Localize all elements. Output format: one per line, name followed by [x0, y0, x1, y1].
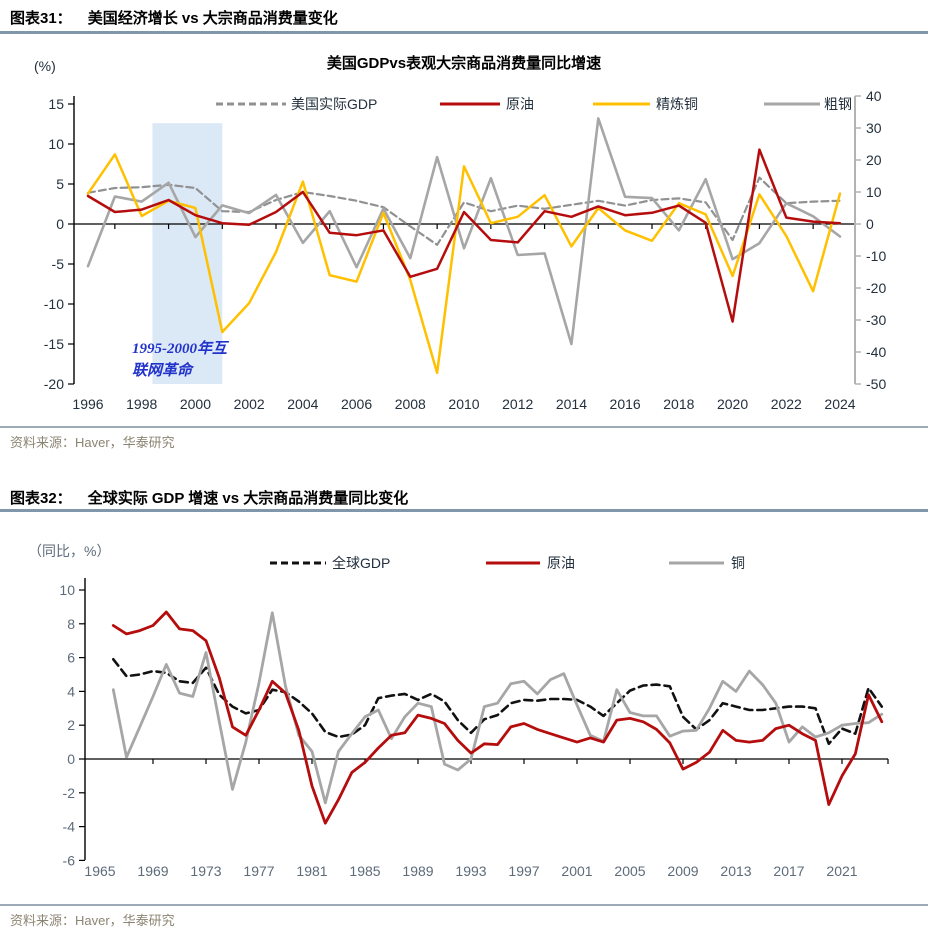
series-line-铜 — [111, 611, 884, 805]
right-axis-tick-label: 0 — [866, 216, 874, 232]
x-axis-year-label: 1998 — [126, 396, 157, 412]
x-axis-year-label: 2012 — [502, 396, 533, 412]
x-axis-year-label: 2006 — [341, 396, 372, 412]
left-axis-tick-label: 2 — [67, 717, 75, 733]
left-axis-tick-label: 10 — [59, 582, 75, 598]
legend-label-2: 原油 — [506, 96, 534, 112]
x-axis-year-label: 1996 — [72, 396, 103, 412]
x-axis-year-label: 2014 — [556, 396, 587, 412]
legend-label-2: 原油 — [547, 555, 575, 571]
series-line-精炼铜 — [86, 153, 842, 375]
left-axis-tick-label: -2 — [63, 785, 76, 801]
legend-label-3: 精炼铜 — [656, 96, 698, 112]
figure31-title: 美国经济增长 vs 大宗商品消费量变化 — [87, 10, 338, 27]
left-axis-tick-label: 6 — [67, 650, 75, 666]
figure32-title: 全球实际 GDP 增速 vs 大宗商品消费量同比变化 — [87, 490, 409, 507]
legend-label-3: 铜 — [731, 555, 745, 571]
figure32-source: 资料来源：Haver，华泰研究 — [10, 913, 175, 928]
annotation-text-line: 联网革命 — [132, 361, 195, 379]
x-axis-year-label: 2024 — [824, 396, 855, 412]
figure32-header: 图表32： 全球实际 GDP 增速 vs 大宗商品消费量同比变化 — [10, 487, 408, 508]
x-axis-year-label: 2001 — [561, 863, 592, 879]
left-axis-tick-label: -15 — [44, 336, 64, 352]
x-axis-year-label: 2004 — [287, 396, 318, 412]
highlight-band — [152, 123, 223, 384]
x-axis-year-label: 2018 — [663, 396, 694, 412]
left-axis-tick-label: 15 — [48, 96, 64, 112]
figure32-label: 图表32： — [10, 490, 72, 507]
x-axis-year-label: 1989 — [402, 863, 433, 879]
x-axis-year-label: 1965 — [84, 863, 115, 879]
left-axis-tick-label: 0 — [67, 751, 75, 767]
right-axis-tick-label: -10 — [866, 248, 886, 264]
x-axis-year-label: 2002 — [234, 396, 265, 412]
right-axis-tick-label: 10 — [866, 184, 882, 200]
right-axis-tick-label: 40 — [866, 88, 882, 104]
series-line-粗钢 — [86, 117, 842, 346]
x-axis-year-label: 2000 — [180, 396, 211, 412]
right-axis-tick-label: -30 — [866, 312, 886, 328]
left-axis-tick-label: -4 — [63, 819, 76, 835]
right-axis-tick-label: -40 — [866, 344, 886, 360]
axis-unit-label: （同比，%） — [28, 543, 110, 559]
left-axis-tick-label: -5 — [52, 256, 65, 272]
figure32-source-rule — [0, 904, 928, 906]
x-axis-year-label: 2010 — [448, 396, 479, 412]
left-axis-tick-label: 10 — [48, 136, 64, 152]
left-axis-tick-label: -6 — [63, 852, 76, 868]
chart-title: 美国GDPvs表观大宗商品消费量同比增速 — [327, 54, 601, 72]
x-axis-year-label: 2020 — [717, 396, 748, 412]
global-gdp-vs-commodity-chart: （同比，%） 10 8 6 4 2 0 -2 -4 -6 1965 1969 1973 1977 1981 1… — [28, 543, 889, 879]
left-axis-tick-label: 8 — [67, 616, 75, 632]
left-axis-tick-label: -10 — [44, 296, 64, 312]
x-axis-year-label: 1981 — [296, 863, 327, 879]
right-axis-tick-label: 20 — [866, 152, 882, 168]
us-gdp-vs-commodity-chart: 美国GDPvs表观大宗商品消费量同比增速 (%) 15 10 5 0 -5 -10 -15 -20… — [34, 54, 886, 412]
series-line-全球GDP — [112, 658, 884, 746]
right-axis-tick-label: -50 — [866, 376, 886, 392]
legend-label-1: 全球GDP — [332, 555, 390, 571]
x-axis-year-label: 2016 — [610, 396, 641, 412]
x-axis-year-label: 1973 — [190, 863, 221, 879]
right-axis-tick-label: -20 — [866, 280, 886, 296]
x-axis-year-label: 2021 — [826, 863, 857, 879]
figure31-source: 资料来源：Haver，华泰研究 — [10, 435, 175, 450]
legend-label-1: 美国实际GDP — [291, 96, 377, 112]
x-axis-year-label: 1993 — [455, 863, 486, 879]
x-axis-year-label: 2017 — [773, 863, 804, 879]
x-axis-year-label: 1969 — [137, 863, 168, 879]
series-line-原油 — [111, 610, 884, 825]
figure31-header-rule — [0, 31, 928, 34]
figure31-label: 图表31： — [10, 10, 72, 27]
x-axis-year-label: 1985 — [349, 863, 380, 879]
figure32-header-rule — [0, 509, 928, 512]
series-line-原油 — [86, 148, 842, 323]
x-axis-year-label: 2005 — [614, 863, 645, 879]
right-axis-tick-label: 30 — [866, 120, 882, 136]
figure31-header: 图表31： 美国经济增长 vs 大宗商品消费量变化 — [10, 7, 338, 28]
x-axis-year-label: 1977 — [243, 863, 274, 879]
left-axis-tick-label: 5 — [56, 176, 64, 192]
x-axis-year-label: 2013 — [720, 863, 751, 879]
x-axis-year-label: 2008 — [395, 396, 426, 412]
series-line-美国实际GDP — [86, 176, 842, 246]
x-axis-year-label: 2022 — [771, 396, 802, 412]
x-axis-year-label: 2009 — [667, 863, 698, 879]
annotation-text-line: 1995-2000年互 — [132, 339, 230, 357]
axis-unit-label: (%) — [34, 58, 56, 74]
legend-label-4: 粗钢 — [824, 96, 852, 112]
figure31-source-rule — [0, 426, 928, 428]
left-axis-tick-label: 4 — [67, 683, 75, 699]
left-axis-tick-label: 0 — [56, 216, 64, 232]
x-axis-year-label: 1997 — [508, 863, 539, 879]
left-axis-tick-label: -20 — [44, 376, 64, 392]
